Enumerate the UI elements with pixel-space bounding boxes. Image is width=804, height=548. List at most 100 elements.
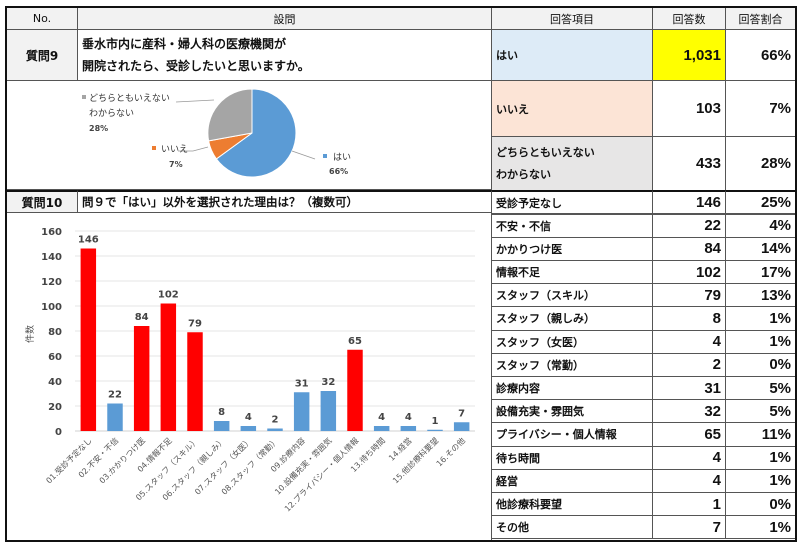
q10-answer-ratio: 0% [725,352,796,377]
svg-text:160: 160 [41,227,62,238]
q10-answer-count-value: 2 [712,356,721,374]
bar [453,422,470,431]
q10-answer-label-value: スタッフ（スキル） [496,289,595,303]
q10-answer-label-value: 不安・不信 [496,219,551,233]
x-axis-label: 16.その他 [434,435,467,468]
q9-answer-dochira: どちらともいえない わからない [491,136,653,191]
bar [240,426,257,431]
bar [107,403,123,431]
q10-answer-label: 経営 [491,468,653,493]
header-answer-count-label: 回答数 [672,12,706,26]
q10-answer-ratio: 11% [725,422,796,447]
q10-answer-label: スタッフ（常勤） [491,352,653,377]
q10-number-label: 質問10 [21,195,63,210]
chart-y-axis-ticks: 0 20 40 60 80 100 120 140 160 [41,227,62,438]
q10-answer-label: 待ち時間 [491,445,653,470]
svg-text:80: 80 [48,327,62,338]
legend-marker-hai [323,154,327,158]
bar-value-label: 4 [245,412,252,423]
q10-answer-label-value: スタッフ（親しみ） [496,312,595,326]
x-axis-label: 01.受診予定なし [44,435,94,485]
q9-count-hai-value: 1,031 [683,46,721,64]
bar-value-label: 84 [135,312,149,323]
q10-answer-label-value: 待ち時間 [496,451,540,465]
q10-answer-ratio-value: 4% [769,217,791,235]
bar-value-label: 7 [458,408,465,419]
q10-question: 問９で「はい」以外を選択された理由は？（複数可） [77,190,492,213]
bar [320,391,337,431]
q10-answer-count: 4 [652,468,726,493]
bar-value-label: 102 [158,290,179,301]
q10-answer-count: 4 [652,445,726,470]
svg-text:40: 40 [48,377,62,388]
bar [347,349,363,431]
q9-number-label: 質問9 [25,48,59,63]
q10-answer-ratio: 17% [725,260,796,285]
pie-label-hai: はい [333,152,351,163]
q10-answer-label-value: 診療内容 [496,382,540,396]
q10-answer-count: 65 [652,422,726,447]
svg-text:20: 20 [48,402,62,413]
q10-answer-label-value: スタッフ（女医） [496,335,584,349]
q10-answer-label-value: 経営 [496,474,518,488]
q10-answer-label: スタッフ（女医） [491,329,653,354]
bar-value-label: 2 [272,415,279,426]
bar [187,332,203,431]
q9-ratio-hai-value: 66% [760,46,791,64]
header-no-label: No. [32,12,52,25]
bar-value-label: 32 [321,377,335,388]
header-no: No. [6,7,78,30]
q10-answer-ratio: 1% [725,445,796,470]
q10-answer-ratio-value: 17% [760,263,791,281]
bar [427,429,443,431]
q10-answer-label: スタッフ（スキル） [491,283,653,308]
svg-text:0: 0 [55,427,62,438]
q9-count-dochira-value: 433 [695,155,721,172]
q9-answer-dochira-line1: どちらともいえない [496,145,595,159]
q10-answer-ratio-value: 1% [769,472,791,490]
q10-answer-ratio-value: 5% [769,402,791,420]
q10-answer-ratio-value: 13% [760,286,791,304]
q10-answer-count: 146 [652,190,726,215]
x-axis-label: 14.経営 [386,435,413,462]
q9-count-iie: 103 [652,80,726,137]
header-answer-item-label: 回答項目 [550,12,594,26]
q10-answer-label-value: その他 [496,521,529,535]
pie-slice-dochira [207,88,253,142]
q10-answer-ratio: 0% [725,492,796,517]
q10-answer-label-value: かかりつけ医 [496,242,563,256]
q10-answer-label-value: プライバシー・個人情報 [496,428,617,442]
header-question-label: 設問 [273,12,296,26]
q10-answer-count: 4 [652,329,726,354]
q9-answer-dochira-line2: わからない [496,167,551,181]
legend-marker-dochira [82,95,86,99]
x-axis-label: 03.かかりつけ医 [98,436,147,485]
q10-answer-count-value: 84 [704,240,721,258]
chart-y-axis-title: 件数 [24,325,36,343]
q10-answer-count-value: 102 [695,263,721,281]
leader-line-iie [178,146,209,152]
q10-answer-ratio-value: 1% [769,518,791,536]
pie-label-dochira-pct: 28% [89,124,108,133]
header-answer-ratio-label: 回答割合 [738,12,783,26]
q10-answer-ratio: 1% [725,329,796,354]
leader-line-dochira [175,99,215,103]
q10-answer-count: 8 [652,306,726,331]
q10-answer-count-value: 8 [712,309,721,327]
q10-answer-ratio-value: 1% [769,449,791,467]
pie-label-dochira-line2: わからない [89,108,134,119]
q10-answer-ratio: 5% [725,399,796,424]
q10-answer-count: 2 [652,352,726,377]
pie-label-dochira-line1: どちらともいえない [89,93,170,104]
q9-question: 垂水市内に産科・婦人科の医療機関が 開院されたら、受診したいと思いますか。 [77,29,492,81]
bar [293,392,310,431]
q9-answer-iie: いいえ [491,80,653,137]
q10-answer-count: 1 [652,492,726,517]
q10-answer-label-value: 他診療科要望 [496,498,562,512]
header-answer-item: 回答項目 [491,7,653,30]
q9-answer-hai: はい [491,29,653,81]
q10-answer-ratio: 14% [725,236,796,261]
chart-x-axis-labels: 01.受診予定なし02.不安・不信03.かかりつけ医04.情報不足05.スタッフ… [44,435,467,513]
